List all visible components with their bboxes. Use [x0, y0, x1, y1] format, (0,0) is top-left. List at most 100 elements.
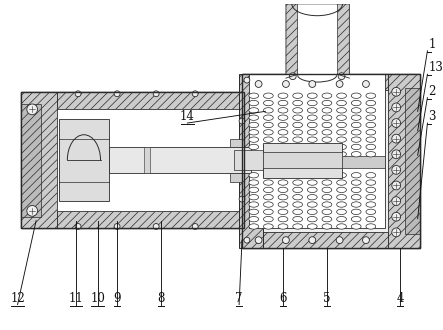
- Ellipse shape: [366, 93, 376, 98]
- Ellipse shape: [366, 173, 376, 178]
- Ellipse shape: [293, 180, 303, 185]
- Ellipse shape: [337, 115, 346, 120]
- Ellipse shape: [307, 144, 317, 149]
- Ellipse shape: [351, 122, 361, 128]
- Ellipse shape: [293, 93, 303, 98]
- Ellipse shape: [278, 93, 288, 98]
- Circle shape: [255, 237, 262, 244]
- Text: 12: 12: [10, 291, 25, 305]
- Ellipse shape: [293, 115, 303, 120]
- Ellipse shape: [322, 108, 332, 113]
- Polygon shape: [239, 74, 264, 248]
- Ellipse shape: [366, 194, 376, 200]
- Ellipse shape: [322, 151, 332, 157]
- Ellipse shape: [307, 130, 317, 135]
- Polygon shape: [57, 92, 242, 109]
- Ellipse shape: [337, 216, 346, 222]
- Text: 6: 6: [279, 291, 287, 305]
- Ellipse shape: [337, 144, 346, 149]
- Ellipse shape: [366, 151, 376, 157]
- Ellipse shape: [366, 144, 376, 149]
- Ellipse shape: [366, 187, 376, 193]
- Ellipse shape: [337, 93, 346, 98]
- Circle shape: [362, 81, 369, 87]
- Ellipse shape: [249, 122, 259, 128]
- Ellipse shape: [278, 137, 288, 142]
- Circle shape: [75, 91, 81, 97]
- Ellipse shape: [337, 173, 346, 178]
- Ellipse shape: [264, 173, 273, 178]
- Circle shape: [289, 73, 296, 80]
- Text: 14: 14: [180, 110, 195, 123]
- Ellipse shape: [307, 209, 317, 214]
- Ellipse shape: [278, 173, 288, 178]
- Ellipse shape: [278, 180, 288, 185]
- Ellipse shape: [322, 144, 332, 149]
- Ellipse shape: [264, 216, 273, 222]
- Circle shape: [392, 119, 400, 127]
- Ellipse shape: [322, 202, 332, 207]
- Ellipse shape: [293, 173, 303, 178]
- Ellipse shape: [322, 93, 332, 98]
- Ellipse shape: [307, 115, 317, 120]
- Ellipse shape: [293, 194, 303, 200]
- Circle shape: [255, 81, 262, 87]
- Ellipse shape: [249, 202, 259, 207]
- Circle shape: [244, 237, 250, 243]
- Text: 8: 8: [157, 291, 165, 305]
- Bar: [57, 109, 242, 211]
- Circle shape: [153, 91, 159, 97]
- Ellipse shape: [351, 202, 361, 207]
- Ellipse shape: [307, 187, 317, 193]
- Ellipse shape: [307, 173, 317, 178]
- Ellipse shape: [249, 144, 259, 149]
- Ellipse shape: [337, 224, 346, 229]
- Ellipse shape: [307, 108, 317, 113]
- Ellipse shape: [249, 115, 259, 120]
- Ellipse shape: [351, 194, 361, 200]
- Ellipse shape: [293, 100, 303, 106]
- Ellipse shape: [322, 137, 332, 142]
- Text: 1: 1: [428, 38, 436, 51]
- Ellipse shape: [307, 202, 317, 207]
- Circle shape: [114, 91, 120, 97]
- Ellipse shape: [264, 108, 273, 113]
- Circle shape: [283, 81, 289, 87]
- Ellipse shape: [366, 130, 376, 135]
- Ellipse shape: [249, 194, 259, 200]
- Ellipse shape: [249, 137, 259, 142]
- Ellipse shape: [293, 151, 303, 157]
- Ellipse shape: [278, 194, 288, 200]
- Polygon shape: [57, 211, 242, 228]
- Circle shape: [336, 81, 343, 87]
- Ellipse shape: [264, 100, 273, 106]
- Ellipse shape: [337, 151, 346, 157]
- Text: 2: 2: [428, 85, 436, 98]
- Bar: [249, 74, 385, 228]
- Text: 3: 3: [428, 110, 436, 123]
- Bar: [21, 92, 244, 228]
- Ellipse shape: [264, 122, 273, 128]
- Ellipse shape: [366, 108, 376, 113]
- Circle shape: [362, 237, 369, 244]
- Ellipse shape: [351, 130, 361, 135]
- Circle shape: [392, 181, 400, 190]
- Circle shape: [309, 237, 316, 244]
- Ellipse shape: [337, 122, 346, 128]
- Circle shape: [192, 91, 198, 97]
- Circle shape: [244, 77, 250, 83]
- Circle shape: [239, 118, 245, 124]
- Ellipse shape: [366, 224, 376, 229]
- Polygon shape: [21, 104, 41, 217]
- Ellipse shape: [337, 180, 346, 185]
- Bar: [249, 156, 385, 168]
- Ellipse shape: [351, 151, 361, 157]
- Polygon shape: [21, 92, 57, 228]
- Ellipse shape: [278, 209, 288, 214]
- Ellipse shape: [264, 144, 273, 149]
- Circle shape: [392, 228, 400, 237]
- Bar: [144, 148, 150, 173]
- Ellipse shape: [278, 108, 288, 113]
- Polygon shape: [58, 119, 109, 201]
- Ellipse shape: [351, 137, 361, 142]
